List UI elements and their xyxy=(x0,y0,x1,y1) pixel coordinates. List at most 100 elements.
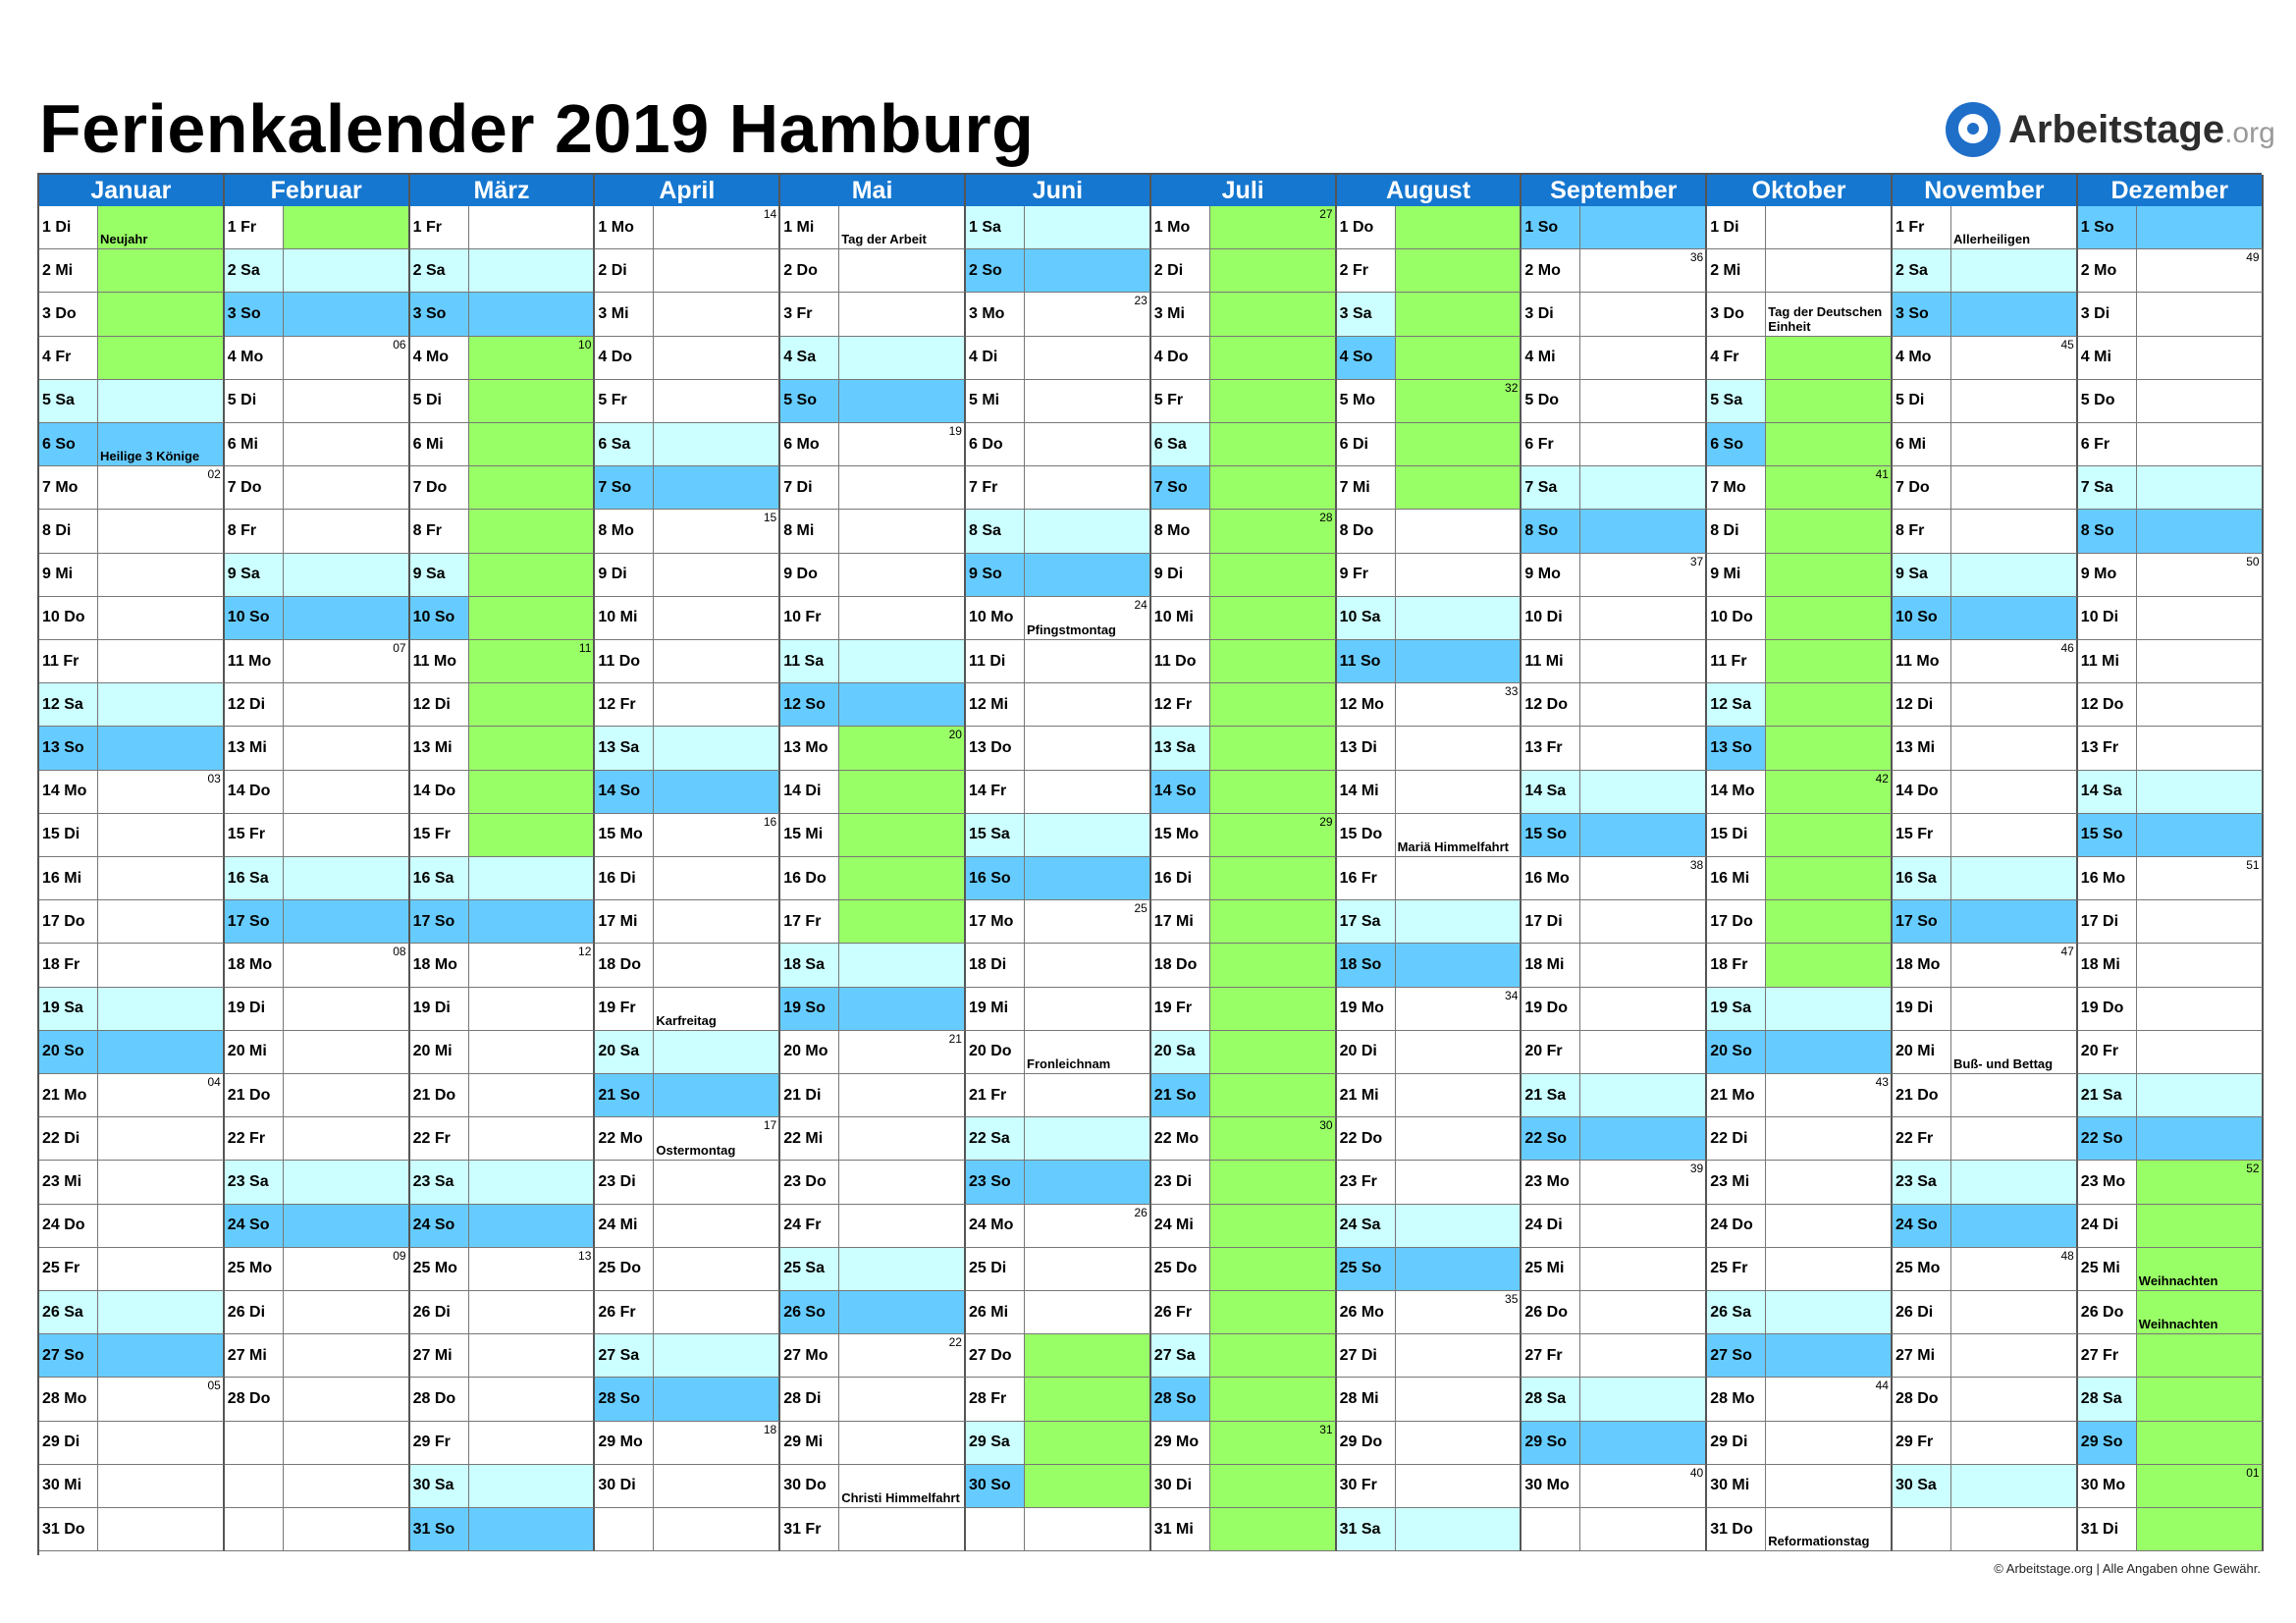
day-note-cell xyxy=(1025,1291,1151,1335)
day-note-cell xyxy=(1395,553,1522,597)
day-note-cell xyxy=(1209,770,1337,814)
day-note-cell xyxy=(839,1378,966,1422)
day-note-cell xyxy=(1395,596,1522,640)
day-label: 16 Mi xyxy=(1707,857,1767,901)
day-note-cell xyxy=(1025,249,1151,294)
day-note-cell xyxy=(1580,596,1708,640)
day-label: 7 Di xyxy=(780,466,840,511)
day-label: 21 Mo xyxy=(39,1074,98,1118)
day-note-cell xyxy=(1025,1464,1151,1508)
day-label: 24 Mo xyxy=(966,1204,1025,1248)
day-note-cell xyxy=(2136,640,2264,684)
day-label: 2 Fr xyxy=(1336,249,1396,294)
logo-mark-icon xyxy=(1946,102,2001,157)
day-label: 5 Sa xyxy=(1707,379,1767,423)
day-label: 19 Di xyxy=(1893,987,1951,1031)
holiday-label: Tag der Arbeit xyxy=(841,232,927,247)
day-note-cell xyxy=(1766,249,1893,294)
day-label: 15 Di xyxy=(39,813,98,857)
day-label: 3 So xyxy=(409,293,469,337)
day-label: 25 Fr xyxy=(1707,1247,1767,1291)
day-label: 17 Mi xyxy=(595,900,655,945)
day-note-cell xyxy=(283,466,410,511)
day-label: 3 Do xyxy=(39,293,98,337)
day-note-cell xyxy=(1025,1378,1151,1422)
day-label: 1 Di xyxy=(39,206,98,250)
day-label: 18 Mo xyxy=(1893,944,1951,988)
day-label: 2 Mi xyxy=(39,249,98,294)
holiday-label: Heilige 3 Könige xyxy=(100,449,200,464)
day-note-cell xyxy=(468,1464,596,1508)
day-note-cell xyxy=(654,770,781,814)
day-note-cell xyxy=(1580,683,1708,728)
day-note-cell xyxy=(1580,423,1708,467)
day-note-cell xyxy=(1395,510,1522,554)
day-note-cell xyxy=(1025,423,1151,467)
day-note-cell xyxy=(2136,423,2264,467)
day-label: 15 Do xyxy=(1336,813,1396,857)
day-label: 25 Mo xyxy=(1893,1247,1951,1291)
day-label: 25 Mo xyxy=(409,1247,469,1291)
day-label: 9 Mo xyxy=(2077,553,2137,597)
day-note-cell xyxy=(2136,1378,2264,1422)
day-note-cell xyxy=(98,293,225,337)
day-label: 2 So xyxy=(966,249,1025,294)
day-note-cell xyxy=(1209,293,1337,337)
day-note-cell xyxy=(1766,1030,1893,1074)
day-label: 29 Fr xyxy=(1893,1421,1951,1465)
day-label: 24 Do xyxy=(39,1204,98,1248)
day-note-cell xyxy=(1209,683,1337,728)
day-note-cell xyxy=(1395,249,1522,294)
day-label: 31 Di xyxy=(2077,1508,2137,1552)
day-label xyxy=(595,1508,655,1552)
day-label: 9 Do xyxy=(780,553,840,597)
day-note-cell xyxy=(1209,944,1337,988)
day-label: 14 Di xyxy=(780,770,840,814)
day-label xyxy=(1893,1508,1951,1552)
day-note-cell xyxy=(1025,336,1151,380)
day-note-cell xyxy=(1951,1378,2078,1422)
week-number: 23 xyxy=(1134,294,1148,308)
day-note-cell xyxy=(98,553,225,597)
day-label: 1 Di xyxy=(1707,206,1767,250)
day-note-cell: 44 xyxy=(1766,1378,1893,1422)
day-note-cell xyxy=(1025,987,1151,1031)
day-label: 10 Fr xyxy=(780,596,840,640)
day-note-cell xyxy=(98,336,225,380)
day-label: 1 Do xyxy=(1336,206,1396,250)
day-label: 25 So xyxy=(1336,1247,1396,1291)
day-label: 31 Fr xyxy=(780,1508,840,1552)
arbeitstage-logo[interactable]: Arbeitstage .org xyxy=(1946,102,2275,157)
day-label: 11 Fr xyxy=(39,640,98,684)
day-label: 30 Mo xyxy=(1522,1464,1581,1508)
day-label: 27 Fr xyxy=(2077,1334,2137,1379)
day-label: 30 Mi xyxy=(39,1464,98,1508)
day-note-cell xyxy=(1951,1161,2078,1205)
day-note-cell xyxy=(654,1074,781,1118)
day-label: 15 Sa xyxy=(966,813,1025,857)
day-note-cell xyxy=(468,683,596,728)
day-label: 19 Do xyxy=(1522,987,1581,1031)
day-label: 16 Do xyxy=(780,857,840,901)
day-note-cell xyxy=(1025,727,1151,771)
day-note-cell xyxy=(1766,944,1893,988)
holiday-label: Weihnachten xyxy=(2138,1272,2218,1288)
day-note-cell xyxy=(839,1421,966,1465)
day-note-cell xyxy=(468,1161,596,1205)
day-label: 4 Mo xyxy=(224,336,284,380)
day-label: 16 Mo xyxy=(1522,857,1581,901)
day-note-cell xyxy=(1951,596,2078,640)
day-note-cell xyxy=(1395,1074,1522,1118)
day-note-cell xyxy=(2136,770,2264,814)
day-note-cell: 20 xyxy=(839,727,966,771)
day-label: 21 Fr xyxy=(966,1074,1025,1118)
day-note-cell xyxy=(2136,293,2264,337)
day-note-cell xyxy=(2136,1508,2264,1552)
week-number: 12 xyxy=(578,945,592,959)
day-note-cell xyxy=(1025,510,1151,554)
day-label: 20 Do xyxy=(966,1030,1025,1074)
day-note-cell xyxy=(98,727,225,771)
day-note-cell xyxy=(1025,553,1151,597)
day-label: 1 Mi xyxy=(780,206,840,250)
day-label: 7 Do xyxy=(1893,466,1951,511)
